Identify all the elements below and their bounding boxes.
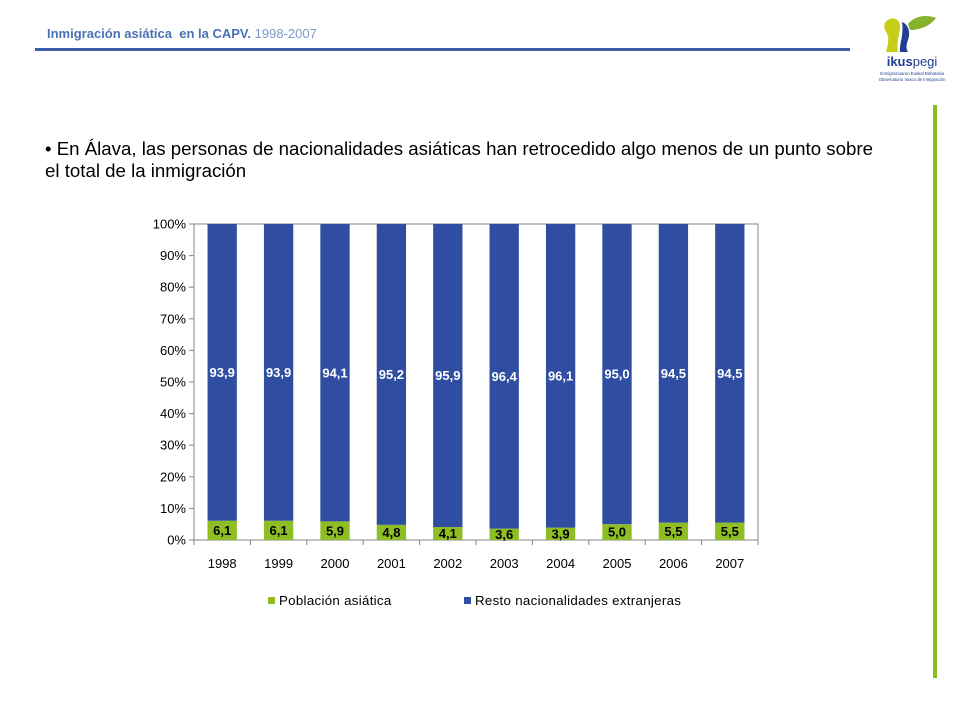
bar-resto-nacionalidades-extranjeras-2003 bbox=[489, 224, 519, 529]
slide-header: Inmigración asiática en la CAPV. 1998-20… bbox=[47, 26, 317, 41]
x-tick-label-2006: 2006 bbox=[659, 556, 688, 571]
legend-label-resto-nacionalidades: Resto nacionalidades extranjeras bbox=[475, 593, 682, 608]
logo-wordmark-regular: pegi bbox=[912, 54, 938, 69]
x-tick-label-2003: 2003 bbox=[490, 556, 519, 571]
chart-axes: 0% 10% 20% 30% 40% 50% 60% 70% 80% 90% 100% 1998 199… bbox=[153, 217, 759, 571]
chart-bars bbox=[207, 224, 745, 540]
x-tick-label-1998: 1998 bbox=[208, 556, 237, 571]
bar-resto-nacionalidades-extranjeras-2001 bbox=[376, 224, 407, 525]
logo-wordmark-bold: ikus bbox=[886, 54, 913, 69]
logo-wordmark: ikuspegi bbox=[878, 55, 946, 69]
x-tick-label-2007: 2007 bbox=[715, 556, 744, 571]
data-label-resto-nacionalidades-extranjeras-2000: 94,1 bbox=[322, 365, 347, 380]
bar-poblacion-asiatica-2000 bbox=[320, 521, 350, 540]
slide-period: 1998-2007 bbox=[254, 26, 317, 41]
y-tick-label: 30% bbox=[160, 438, 186, 453]
bullet-point-text: • En Álava, las personas de nacionalidad… bbox=[45, 138, 873, 182]
legend-label-poblacion-asiatica: Población asiática bbox=[279, 593, 392, 608]
x-tick-label-2000: 2000 bbox=[321, 556, 350, 571]
data-label-resto-nacionalidades-extranjeras-2005: 95,0 bbox=[604, 367, 629, 382]
data-label-resto-nacionalidades-extranjeras-2003: 96,4 bbox=[492, 369, 518, 384]
data-label-resto-nacionalidades-extranjeras-1999: 93,9 bbox=[266, 365, 291, 380]
bar-poblacion-asiatica-1999 bbox=[263, 520, 294, 540]
bar-resto-nacionalidades-extranjeras-1999 bbox=[263, 224, 294, 521]
data-label-poblacion-asiatica-2001: 4,8 bbox=[382, 525, 400, 540]
legend-item-poblacion-asiatica: Población asiática bbox=[268, 593, 392, 609]
logo-blue-shape bbox=[899, 22, 910, 52]
slide-title: Inmigración asiática en la CAPV. bbox=[47, 26, 251, 41]
bar-resto-nacionalidades-extranjeras-2004 bbox=[545, 224, 576, 528]
legend-item-resto-nacionalidades: Resto nacionalidades extranjeras bbox=[464, 593, 681, 609]
y-tick-label: 100% bbox=[153, 217, 187, 232]
data-label-resto-nacionalidades-extranjeras-2006: 94,5 bbox=[661, 366, 686, 381]
bar-poblacion-asiatica-2003 bbox=[489, 528, 519, 540]
ikuspegi-logo-mark bbox=[884, 16, 936, 52]
bar-poblacion-asiatica-2005 bbox=[602, 524, 632, 540]
data-label-poblacion-asiatica-2005: 5,0 bbox=[608, 525, 626, 540]
x-tick-label-2004: 2004 bbox=[546, 556, 575, 571]
y-tick-label: 80% bbox=[160, 280, 186, 295]
y-tick-label: 90% bbox=[160, 248, 186, 263]
data-label-resto-nacionalidades-extranjeras-2007: 94,5 bbox=[717, 366, 742, 381]
bar-poblacion-asiatica-2006 bbox=[658, 522, 689, 540]
data-label-poblacion-asiatica-2006: 5,5 bbox=[664, 524, 682, 539]
bar-poblacion-asiatica-2001 bbox=[376, 524, 407, 540]
data-label-resto-nacionalidades-extranjeras-2004: 96,1 bbox=[548, 368, 573, 383]
legend-swatch-poblacion-asiatica bbox=[268, 596, 275, 604]
y-tick-label: 0% bbox=[167, 533, 186, 548]
data-label-poblacion-asiatica-2004: 3,9 bbox=[552, 526, 570, 541]
y-tick-label: 40% bbox=[160, 406, 186, 421]
y-tick-label: 20% bbox=[160, 469, 186, 484]
chart-data-labels: 6,1 6,1 5,9 4,8 4,1 3,6 3,9 5,0 5,5 5,5 93,9 93,9 94… bbox=[210, 365, 743, 542]
data-label-poblacion-asiatica-1998: 6,1 bbox=[213, 523, 231, 538]
data-label-resto-nacionalidades-extranjeras-2001: 95,2 bbox=[379, 367, 404, 382]
ikuspegi-logo: ikuspegi Immigrazioaren Euskal Behatokia… bbox=[878, 14, 946, 90]
bar-resto-nacionalidades-extranjeras-2005 bbox=[602, 224, 632, 525]
bar-poblacion-asiatica-2004 bbox=[545, 527, 576, 540]
x-tick-label-2002: 2002 bbox=[433, 556, 462, 571]
data-label-resto-nacionalidades-extranjeras-1998: 93,9 bbox=[210, 365, 235, 380]
stacked-bar-chart: 0% 10% 20% 30% 40% 50% 60% 70% 80% 90% 100% 1998 199… bbox=[153, 217, 759, 571]
bar-poblacion-asiatica-1998 bbox=[207, 520, 237, 540]
bar-resto-nacionalidades-extranjeras-2007 bbox=[715, 224, 745, 523]
bar-resto-nacionalidades-extranjeras-1998 bbox=[207, 224, 237, 521]
chart-legend: Población asiática Resto nacionalidades … bbox=[0, 593, 960, 609]
logo-lime-shape bbox=[884, 18, 900, 52]
y-tick-label: 70% bbox=[160, 311, 186, 326]
bar-resto-nacionalidades-extranjeras-2006 bbox=[658, 224, 689, 523]
data-label-poblacion-asiatica-2003: 3,6 bbox=[495, 527, 513, 542]
header-divider bbox=[35, 48, 850, 51]
y-tick-label: 50% bbox=[160, 375, 186, 390]
bar-poblacion-asiatica-2002 bbox=[433, 527, 463, 540]
y-tick-label: 10% bbox=[160, 501, 186, 516]
y-tick-label: 60% bbox=[160, 343, 186, 358]
legend-swatch-resto-nacionalidades bbox=[464, 596, 471, 604]
x-tick-label-2001: 2001 bbox=[377, 556, 406, 571]
data-label-poblacion-asiatica-2007: 5,5 bbox=[721, 524, 739, 539]
data-label-resto-nacionalidades-extranjeras-2002: 95,9 bbox=[435, 368, 460, 383]
right-accent-line bbox=[933, 105, 937, 678]
bar-resto-nacionalidades-extranjeras-2002 bbox=[433, 224, 463, 528]
logo-tagline-2: Observatorio Vasco de Inmigración bbox=[878, 77, 946, 82]
bar-poblacion-asiatica-2007 bbox=[715, 522, 745, 540]
data-label-poblacion-asiatica-2000: 5,9 bbox=[326, 523, 344, 538]
x-tick-label-1999: 1999 bbox=[264, 556, 293, 571]
bar-resto-nacionalidades-extranjeras-2000 bbox=[320, 224, 350, 522]
x-tick-label-2005: 2005 bbox=[603, 556, 632, 571]
data-label-poblacion-asiatica-1999: 6,1 bbox=[270, 523, 288, 538]
data-label-poblacion-asiatica-2002: 4,1 bbox=[439, 526, 457, 541]
logo-green-leaf bbox=[908, 16, 936, 30]
logo-tagline-1: Immigrazioaren Euskal Behatokia bbox=[879, 71, 944, 76]
